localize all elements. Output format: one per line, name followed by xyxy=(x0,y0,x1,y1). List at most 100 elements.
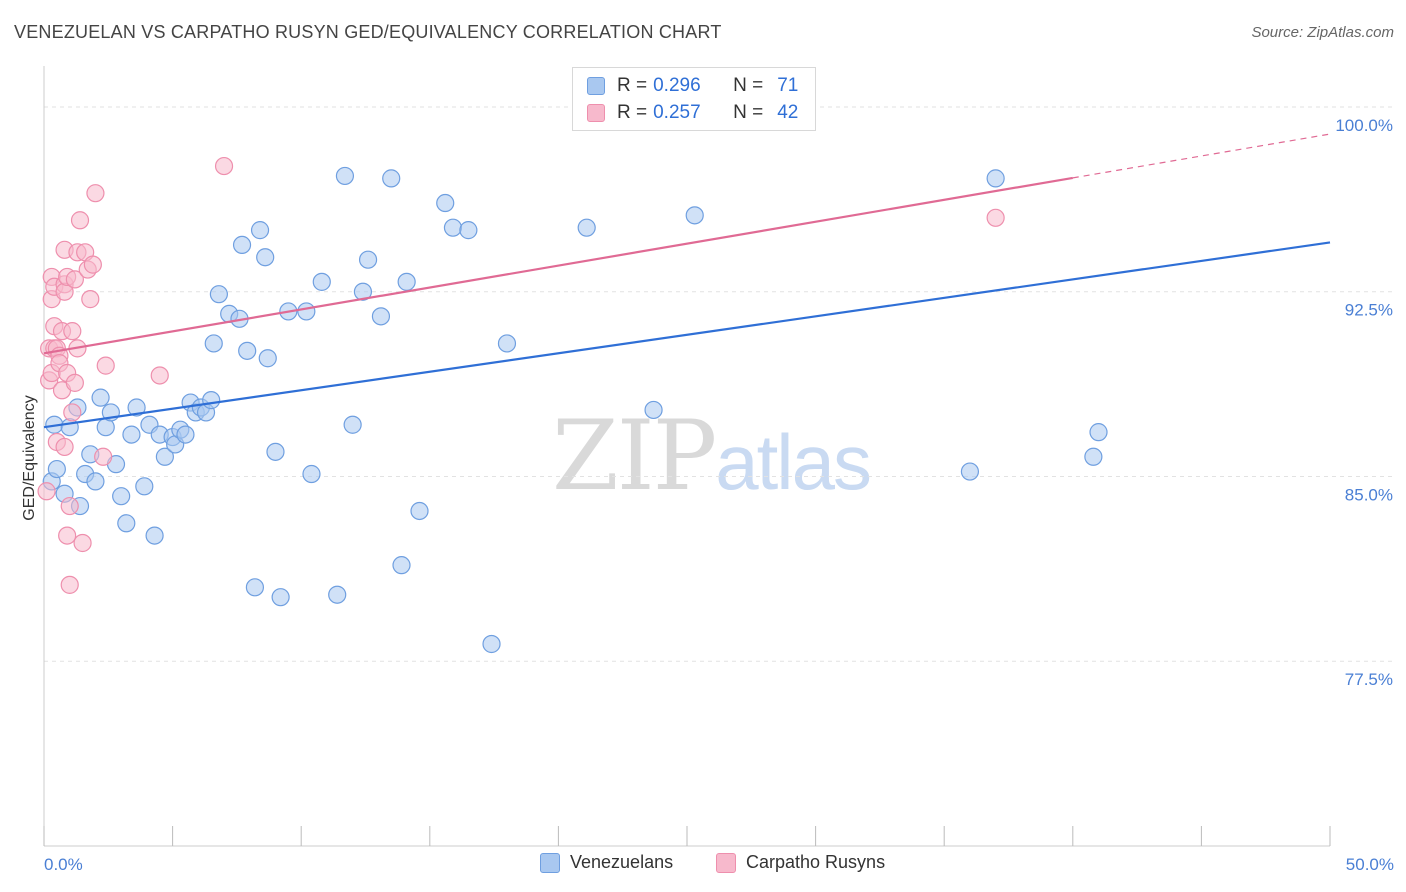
bottom-legend-swatch-pink xyxy=(716,852,736,873)
venezuelan-point xyxy=(459,221,478,240)
venezuelan-point xyxy=(145,526,164,545)
venezuelan-point xyxy=(410,501,429,521)
venezuelan-point xyxy=(112,487,131,506)
venezuelan-point xyxy=(382,169,401,188)
venezuelan-point xyxy=(266,442,285,461)
venezuelan-point xyxy=(312,272,331,291)
carpatho-rusyn-point xyxy=(63,322,82,341)
bottom-legend-carpatho-rusyns: Carpatho Rusyns xyxy=(716,852,885,873)
legend-swatch-pink xyxy=(587,104,605,122)
venezuelan-point xyxy=(482,634,501,654)
x-tick-label: 0.0% xyxy=(44,855,83,874)
carpatho-rusyn-point xyxy=(94,447,113,466)
venezuelan-point xyxy=(397,272,416,291)
venezuelan-point xyxy=(392,556,411,575)
chart-source: Source: ZipAtlas.com xyxy=(1251,24,1394,41)
carpatho-rusyn-point xyxy=(96,356,115,375)
carpatho-rusyn-point xyxy=(73,533,92,553)
legend-n-value: 42 xyxy=(777,102,799,123)
venezuelan-point xyxy=(577,218,596,237)
stats-legend: R = 0.296 N = 71 R = 0.257 N = 42 xyxy=(572,67,816,131)
legend-n-label: N = xyxy=(733,75,764,96)
venezuelan-point xyxy=(176,425,195,444)
venezuelan-point xyxy=(127,398,146,417)
y-axis-title: GED/Equivalency xyxy=(21,395,38,520)
venezuelan-point xyxy=(644,400,663,420)
carpatho-rusyn-trend-line xyxy=(43,176,1073,355)
venezuelan-point xyxy=(258,349,277,368)
venezuelan-point xyxy=(443,218,463,237)
venezuelan-point xyxy=(256,248,275,267)
carpatho-rusyn-point xyxy=(60,575,79,594)
venezuelan-point xyxy=(986,169,1005,188)
venezuelan-point xyxy=(1089,423,1108,442)
venezuelan-point xyxy=(436,193,455,213)
carpatho-rusyn-point xyxy=(214,156,234,176)
venezuelan-point xyxy=(353,282,373,301)
venezuelan-point xyxy=(297,302,316,321)
bottom-legend-venezuelans: Venezuelans xyxy=(540,852,673,873)
venezuelan-point xyxy=(245,578,265,597)
watermark-atlas: atlas xyxy=(715,418,872,506)
carpatho-rusyn-point xyxy=(86,184,105,203)
carpatho-rusyn-point xyxy=(55,437,74,457)
carpatho-rusyn-point xyxy=(63,403,82,422)
legend-r-label: R = xyxy=(617,75,648,96)
watermark: ZIPatlas xyxy=(552,400,872,512)
x-tick-label: 50.0% xyxy=(1346,855,1394,874)
carpatho-rusyn-point xyxy=(60,496,79,516)
y-tick-label: 100.0% xyxy=(1335,116,1393,135)
carpatho-rusyn-point xyxy=(58,526,77,545)
carpatho-rusyn-point xyxy=(65,270,84,289)
venezuelan-point xyxy=(358,250,378,269)
venezuelan-point xyxy=(960,462,980,481)
venezuelan-point xyxy=(232,235,252,255)
legend-n-value: 71 xyxy=(777,75,799,96)
venezuelan-point xyxy=(335,166,355,186)
venezuelan-point xyxy=(91,388,110,407)
venezuelan-point xyxy=(155,447,174,466)
venezuelan-point xyxy=(328,585,347,604)
y-tick-label: 85.0% xyxy=(1345,485,1393,504)
carpatho-rusyn-point xyxy=(65,373,84,392)
bottom-legend-swatch-blue xyxy=(540,852,560,873)
bottom-legend-label: Carpatho Rusyns xyxy=(746,852,886,872)
legend-r-value: 0.296 xyxy=(653,75,701,96)
venezuelan-point xyxy=(271,588,290,607)
venezuelan-point xyxy=(60,418,79,437)
venezuelan-point xyxy=(122,425,141,444)
legend-r-label: R = xyxy=(617,102,648,123)
venezuelan-point xyxy=(86,472,105,491)
y-tick-label: 92.5% xyxy=(1345,301,1393,320)
carpatho-rusyn-point xyxy=(37,482,56,501)
carpatho-rusyn-trend-extension xyxy=(1072,133,1331,179)
venezuelan-point xyxy=(343,415,362,434)
legend-n-label: N = xyxy=(733,102,764,123)
legend-swatch-blue xyxy=(587,77,605,95)
watermark-zip: ZIP xyxy=(552,400,717,512)
venezuelan-point xyxy=(371,307,391,326)
legend-r-value: 0.257 xyxy=(653,102,701,123)
carpatho-rusyn-point xyxy=(150,366,169,385)
venezuelan-point xyxy=(202,391,221,410)
venezuelan-point xyxy=(302,464,321,484)
legend-row-venezuelans: R = 0.296 N = 71 xyxy=(587,74,798,98)
venezuelan-point xyxy=(47,459,66,479)
venezuelan-point xyxy=(238,341,257,360)
venezuelan-point xyxy=(497,334,517,353)
y-tick-label: 77.5% xyxy=(1345,670,1393,689)
venezuelan-point xyxy=(250,221,270,240)
carpatho-rusyn-point xyxy=(83,255,102,274)
carpatho-rusyn-point xyxy=(986,208,1005,227)
legend-row-carpatho-rusyns: R = 0.257 N = 42 xyxy=(587,101,798,125)
carpatho-rusyn-point xyxy=(70,211,90,230)
venezuelan-point xyxy=(204,334,223,353)
carpatho-rusyn-point xyxy=(81,290,100,309)
chart-title: VENEZUELAN VS CARPATHO RUSYN GED/EQUIVAL… xyxy=(14,22,722,42)
venezuelan-point xyxy=(135,477,154,496)
venezuelan-point xyxy=(685,206,704,225)
venezuelan-point xyxy=(117,514,136,533)
venezuelan-point xyxy=(1084,447,1103,466)
bottom-legend-label: Venezuelans xyxy=(570,852,674,872)
